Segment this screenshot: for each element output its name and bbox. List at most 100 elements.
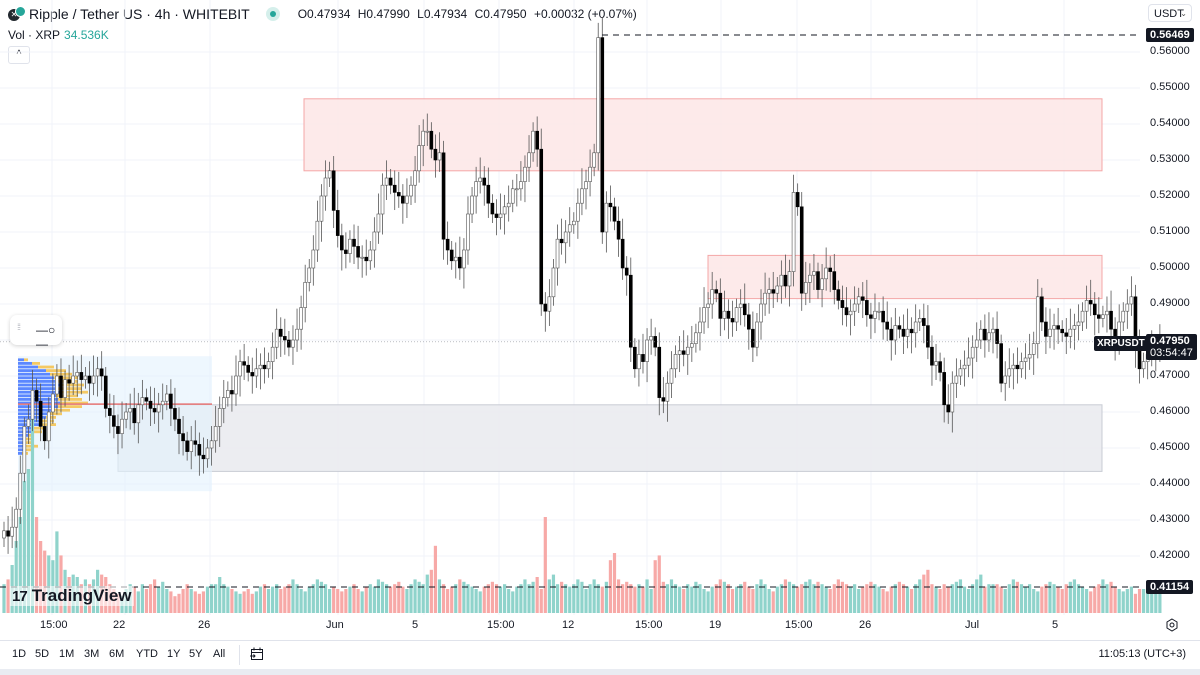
volume-bar [767, 589, 771, 613]
profile-bar-down [24, 358, 28, 362]
candle-down [840, 300, 845, 308]
candle-up [1003, 375, 1008, 384]
tradingview-logo[interactable]: 17 TradingView [10, 586, 134, 606]
candle-up [1027, 354, 1032, 359]
candle-down [356, 246, 360, 258]
volume-bar [543, 517, 547, 613]
symbol-legend[interactable]: ✕ Ripple / Tether US · 4h · WHITEBIT O0.… [8, 6, 641, 22]
volume-bar [364, 586, 368, 613]
candle-up [551, 267, 556, 298]
volume-bar [303, 591, 307, 613]
horizontal-line-tool-icon[interactable]: —○— [36, 323, 56, 351]
candle-down [865, 300, 869, 316]
volume-bar [824, 586, 828, 613]
profile-bar-up [18, 437, 26, 441]
candle-up [1023, 357, 1028, 362]
profile-bar-down [60, 383, 84, 387]
candle-up [1105, 310, 1109, 316]
volume-bar [165, 589, 169, 613]
volume-bar [507, 589, 511, 613]
volume-bar [527, 584, 531, 613]
candle-up [555, 238, 560, 269]
candle-down [901, 328, 906, 337]
range-button-6m[interactable]: 6M [109, 648, 125, 660]
candle-up [120, 418, 124, 434]
candle-down [38, 400, 43, 427]
volume-bar [238, 593, 242, 613]
candle-down [144, 397, 149, 402]
candle-up [1125, 303, 1130, 312]
volume-bar [2, 584, 6, 613]
candle-down [112, 415, 116, 427]
range-button-1d[interactable]: 1D [12, 648, 27, 660]
timezone-clock[interactable]: 11:05:13 (UTC+3) [1098, 648, 1186, 660]
candle-up [270, 346, 275, 362]
range-button-5y[interactable]: 5Y [189, 648, 203, 660]
collapse-legend-button[interactable]: ^ [8, 46, 30, 64]
volume-bar [747, 586, 751, 613]
volume-bar [144, 589, 149, 613]
candle-up [360, 256, 364, 259]
candle-down [364, 256, 369, 262]
range-button-3m[interactable]: 3M [84, 648, 100, 660]
candle-down [1097, 314, 1101, 319]
volume-bar [637, 584, 641, 613]
volume-bar [295, 584, 299, 613]
candle-down [340, 235, 344, 251]
candle-down [169, 393, 173, 409]
range-button-ytd[interactable]: YTD [136, 648, 158, 660]
candle-up [22, 426, 27, 474]
currency-select[interactable]: USDT ⌄ [1148, 4, 1192, 22]
candle-up [950, 382, 955, 413]
drag-handle-icon[interactable]: ⁞⁞ [17, 322, 21, 332]
candle-down [331, 170, 336, 211]
candle-down [860, 296, 865, 301]
calendar-goto-icon[interactable] [249, 646, 265, 662]
volume-bar [466, 584, 470, 613]
volume-bar [397, 581, 401, 613]
candle-down [559, 238, 564, 244]
volume-bar [254, 591, 258, 613]
candle-down [1060, 328, 1064, 334]
candle-down [799, 206, 804, 294]
volume-bar [938, 589, 942, 613]
volume-bar [1154, 589, 1158, 613]
volume-legend[interactable]: Vol · XRP 34.536K [8, 28, 109, 42]
volume-bar [323, 584, 328, 613]
volume-bar [26, 469, 31, 613]
tradingview-logo-text: TradingView [31, 586, 132, 605]
axis-settings-icon[interactable] [1165, 618, 1179, 632]
profile-bar-up [18, 444, 26, 448]
symbol-title[interactable]: Ripple / Tether US · 4h · WHITEBIT [29, 6, 250, 22]
volume-bar [678, 586, 682, 613]
candle-up [10, 526, 14, 537]
candle-up [779, 274, 784, 287]
range-button-1y[interactable]: 1Y [167, 648, 181, 660]
candle-up [848, 310, 853, 316]
volume-bar [596, 584, 600, 613]
range-button-1m[interactable]: 1M [59, 648, 75, 660]
price-chart[interactable] [0, 0, 1200, 640]
candle-up [409, 184, 413, 197]
close-value: C0.47950 [474, 7, 527, 21]
candle-down [193, 440, 198, 445]
candle-down [132, 408, 137, 424]
volume-bar [706, 591, 710, 613]
volume-bar [234, 591, 238, 613]
candle-down [922, 318, 926, 326]
profile-bar-down [54, 376, 78, 380]
candle-up [413, 170, 417, 186]
volume-bar [193, 591, 197, 613]
volume-bar [962, 586, 967, 613]
volume-bar [515, 586, 519, 613]
candle-down [612, 206, 617, 222]
candle-down [926, 325, 930, 348]
candle-down [869, 314, 873, 319]
candle-down [909, 328, 914, 334]
range-button-5d[interactable]: 5D [35, 648, 50, 660]
drawing-toolbar-widget[interactable]: ⁞⁞ —○— [10, 315, 62, 351]
candle-up [917, 318, 922, 323]
candle-up [46, 411, 51, 442]
range-button-all[interactable]: All [213, 648, 226, 660]
candle-up [405, 195, 409, 204]
